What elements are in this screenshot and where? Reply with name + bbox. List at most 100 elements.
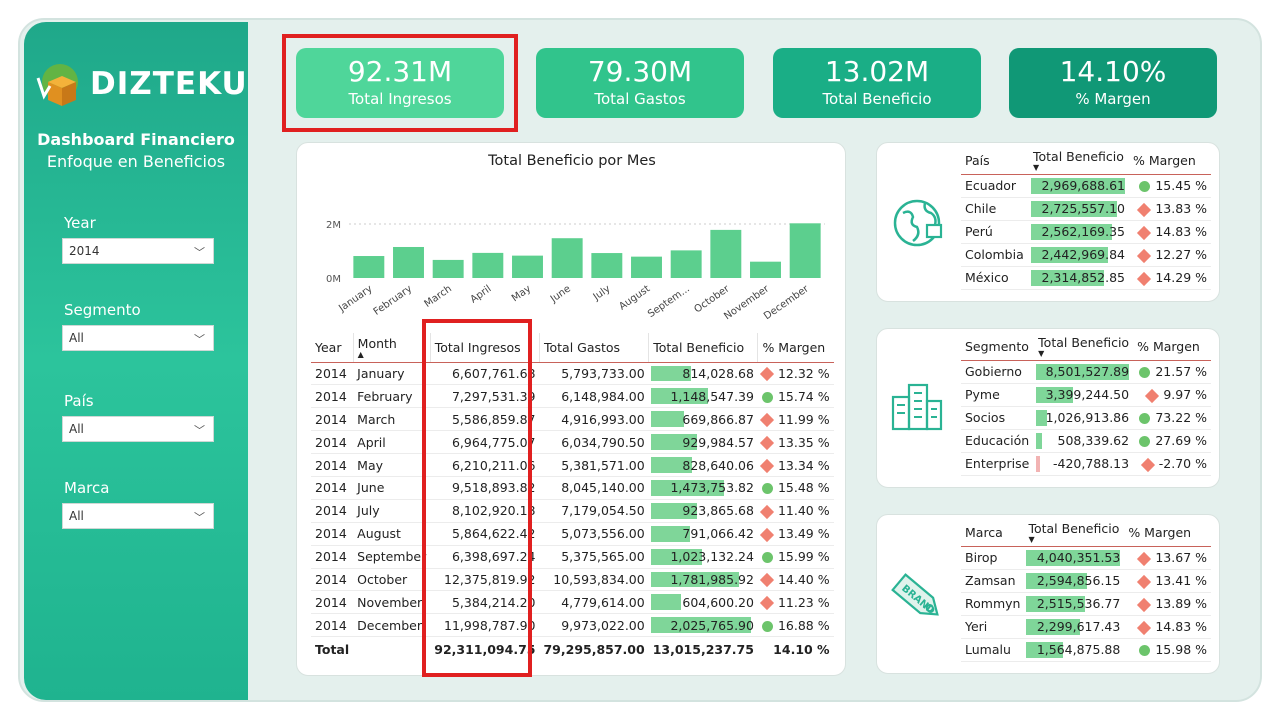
cell-value: 5,793,733.00: [561, 365, 645, 381]
sort-desc-icon[interactable]: ▼: [1033, 163, 1040, 173]
table-cell: 8,501,527.89: [1034, 360, 1134, 384]
kpi-total-beneficio[interactable]: 13.02M Total Beneficio: [773, 48, 981, 118]
table-cell: June: [353, 476, 431, 500]
marca-dropdown-value: All: [69, 509, 84, 523]
column-header[interactable]: Total Beneficio: [648, 333, 758, 363]
diamond-indicator-icon: [1145, 388, 1160, 403]
cell-value: Perú: [965, 224, 993, 239]
cell-value: 1,023,132.24: [670, 549, 754, 565]
column-header[interactable]: Total Beneficio ▼: [1029, 147, 1129, 175]
year-dropdown[interactable]: 2014 ﹀: [62, 238, 214, 264]
pais-dropdown[interactable]: All ﹀: [62, 416, 214, 442]
x-tick-label: May: [510, 283, 533, 304]
segmento-dropdown[interactable]: All ﹀: [62, 325, 214, 351]
table-cell: 14.83 %: [1124, 615, 1211, 639]
column-header[interactable]: Segmento: [961, 333, 1035, 361]
table-cell: Colombia: [961, 243, 1029, 267]
bar-october: [710, 229, 742, 278]
cell-value: 15.45 %: [1155, 178, 1207, 193]
table-cell: 1,026,913.86: [1034, 406, 1134, 430]
sort-asc-icon[interactable]: ▲: [357, 350, 364, 360]
table-cell: 2014: [311, 407, 354, 432]
cell-value: 8,501,527.89: [1045, 364, 1130, 379]
marca-table: Marca Total Beneficio ▼% Margen Birop 4,040,…: [961, 519, 1211, 662]
cell-value: Birop: [965, 550, 998, 565]
cell-value: 1,781,985.92: [670, 571, 754, 587]
column-header[interactable]: % Margen: [757, 333, 834, 363]
data-bar: [650, 571, 740, 588]
table-row[interactable]: Perú 2,562,169.35 14.83 %: [961, 220, 1211, 244]
table-row[interactable]: Ecuador 2,969,688.61 15.45 %: [961, 174, 1211, 198]
column-header[interactable]: % Margen: [1129, 147, 1211, 175]
column-header[interactable]: País: [961, 147, 1029, 175]
table-row[interactable]: México 2,314,852.85 14.29 %: [961, 266, 1211, 290]
table-row[interactable]: 2014 February 7,297,531.39 6,148,984.00 1,14…: [311, 384, 834, 409]
table-row[interactable]: Chile 2,725,557.10 13.83 %: [961, 197, 1211, 221]
table-row[interactable]: 2014 May 6,210,211.06 5,381,571.00 828,640.0…: [311, 453, 834, 477]
column-header[interactable]: Year: [311, 333, 354, 363]
table-row[interactable]: 2014 June 9,518,893.82 8,045,140.00 1,473,75…: [311, 476, 834, 500]
year-dropdown-value: 2014: [69, 244, 100, 258]
table-cell: 21.57 %: [1133, 360, 1211, 384]
sort-desc-icon[interactable]: ▼: [1028, 535, 1035, 545]
x-tick-label: July: [591, 283, 613, 303]
table-row[interactable]: Pyme 3,399,244.50 9.97 %: [961, 383, 1211, 407]
total-cell: [353, 636, 431, 663]
table-cell: 9.97 %: [1133, 383, 1211, 407]
table-row[interactable]: Enterprise -420,788.13 -2.70 %: [961, 452, 1211, 476]
kpi-total-gastos[interactable]: 79.30M Total Gastos: [536, 48, 744, 118]
column-header[interactable]: % Margen: [1133, 333, 1211, 361]
column-header[interactable]: Month ▲: [352, 333, 431, 363]
cell-value: Lumalu: [965, 642, 1011, 657]
table-row[interactable]: Birop 4,040,351.53 13.67 %: [961, 546, 1211, 570]
pais-panel: País Total Beneficio ▼% Margen Ecuador 2,969…: [876, 142, 1220, 302]
table-row[interactable]: 2014 July 8,102,920.18 7,179,054.50 923,865.…: [311, 499, 834, 523]
cell-value: 11.99 %: [777, 411, 830, 427]
table-row[interactable]: Zamsan 2,594,856.15 13.41 %: [961, 569, 1211, 593]
table-row[interactable]: Educación 508,339.62 27.69 %: [961, 429, 1211, 453]
column-header[interactable]: Total Beneficio ▼: [1024, 519, 1125, 547]
column-header[interactable]: Marca: [961, 519, 1025, 547]
table-row[interactable]: Gobierno 8,501,527.89 21.57 %: [961, 360, 1211, 384]
table-row[interactable]: 2014 November 5,384,214.20 4,779,614.00 604,…: [311, 590, 834, 615]
table-row[interactable]: Colombia 2,442,969.84 12.27 %: [961, 243, 1211, 267]
table-cell: 2,025,765.90: [648, 613, 758, 638]
cell-value: 6,607,761.68: [451, 365, 536, 381]
table-row[interactable]: 2014 March 5,586,859.87 4,916,993.00 669,866…: [311, 407, 834, 432]
kpi-total-ingresos[interactable]: 92.31M Total Ingresos: [296, 48, 504, 118]
diamond-indicator-icon: [759, 436, 775, 451]
table-row[interactable]: 2014 September 6,398,697.24 5,375,565.00 1,0…: [311, 545, 834, 569]
data-bar: [1036, 409, 1048, 426]
cell-value: 14.29 %: [1155, 270, 1207, 285]
table-row[interactable]: 2014 October 12,375,819.92 10,593,834.00 1,7…: [311, 568, 834, 592]
marca-dropdown[interactable]: All ﹀: [62, 503, 214, 529]
table-cell: 3,399,244.50: [1034, 383, 1134, 407]
diamond-indicator-icon: [1137, 202, 1152, 217]
table-row[interactable]: Yeri 2,299,617.43 14.83 %: [961, 615, 1211, 639]
table-cell: 8,045,140.00: [539, 476, 649, 500]
cell-value: 2014: [315, 480, 347, 496]
chevron-down-icon: ﹀: [194, 424, 205, 437]
table-row[interactable]: 2014 December 11,998,787.90 9,973,022.00 2,0…: [311, 613, 834, 638]
total-row: Total 92,311,094.75 79,295,857.00 13,015,23…: [311, 636, 834, 663]
column-header[interactable]: Total Ingresos: [429, 333, 540, 363]
table-row[interactable]: 2014 January 6,607,761.68 5,793,733.00 814,0…: [311, 362, 834, 386]
cell-value: Chile: [965, 201, 997, 216]
table-row[interactable]: Socios 1,026,913.86 73.22 %: [961, 406, 1211, 430]
table-row[interactable]: 2014 August 5,864,622.42 5,073,556.00 791,06…: [311, 522, 834, 546]
table-row[interactable]: Rommyn 2,515,536.77 13.89 %: [961, 592, 1211, 616]
sort-desc-icon[interactable]: ▼: [1038, 349, 1045, 359]
table-cell: 2014: [311, 499, 354, 523]
table-cell: 73.22 %: [1133, 406, 1211, 430]
table-row[interactable]: Lumalu 1,564,875.88 15.98 %: [961, 638, 1211, 662]
cell-value: 1,148,547.39: [670, 388, 754, 404]
table-cell: 828,640.06: [648, 453, 758, 477]
column-header[interactable]: % Margen: [1124, 519, 1211, 547]
column-header[interactable]: Total Gastos: [538, 333, 649, 363]
cell-value: 1,026,913.86: [1045, 410, 1130, 425]
table-row[interactable]: 2014 April 6,964,775.07 6,034,790.50 929,984…: [311, 430, 834, 455]
column-header[interactable]: Total Beneficio ▼: [1034, 333, 1134, 361]
data-bar: [1036, 455, 1041, 472]
bar-may: [512, 255, 543, 278]
kpi-margen[interactable]: 14.10% % Margen: [1009, 48, 1217, 118]
